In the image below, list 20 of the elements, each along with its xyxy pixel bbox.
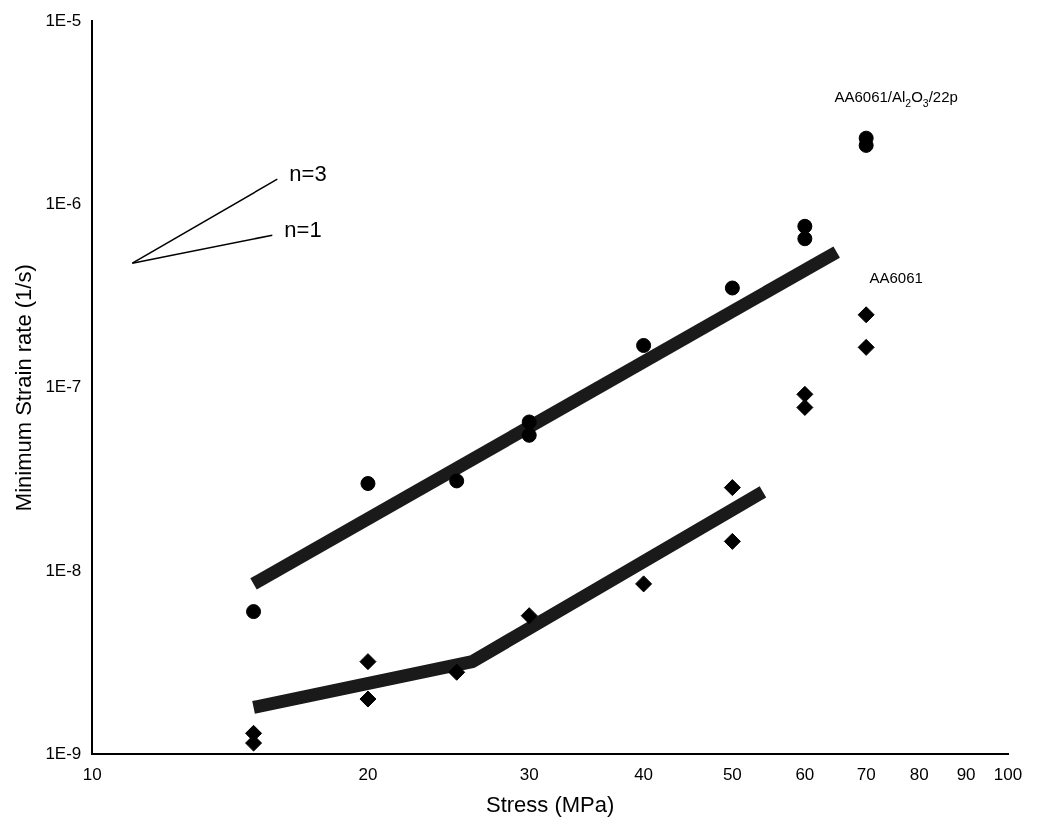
y-tick-label: 1E-6: [45, 194, 82, 214]
x-axis-title: Stress (MPa): [485, 791, 615, 817]
y-tick-label: 1E-8: [45, 560, 82, 580]
y-tick-label: 1E-7: [45, 377, 82, 397]
x-tick-label: 90: [956, 765, 976, 785]
x-tick-label: 40: [634, 765, 654, 785]
series-label: AA6061: [869, 268, 923, 286]
x-tick-label: 80: [909, 765, 929, 785]
y-axis-title: Minimum Strain rate (1/s): [11, 264, 37, 512]
annotation: n=1: [284, 217, 322, 243]
annotation: n=3: [289, 161, 327, 187]
y-tick-label: 1E-9: [45, 743, 82, 763]
x-tick-label: 30: [519, 765, 539, 785]
x-tick-label: 100: [993, 765, 1023, 785]
y-tick-label: 1E-5: [45, 10, 82, 30]
x-tick-label: 10: [82, 765, 102, 785]
x-tick-label: 60: [795, 765, 815, 785]
x-tick-label: 50: [722, 765, 742, 785]
x-tick-label: 70: [856, 765, 876, 785]
x-tick-label: 20: [358, 765, 378, 785]
